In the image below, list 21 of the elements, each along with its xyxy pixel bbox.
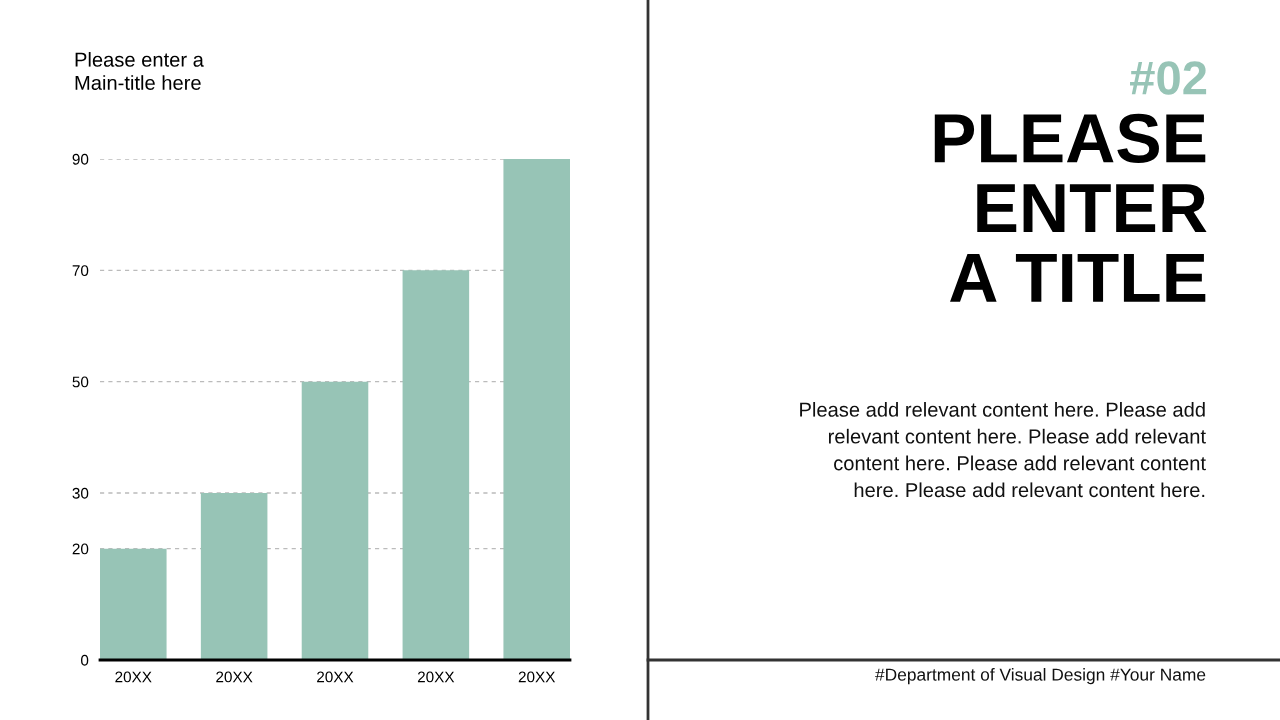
y-tick-label: 50 [72, 376, 89, 388]
x-tick-label: 20XX [115, 671, 152, 683]
bar [503, 159, 570, 660]
bar [200, 493, 268, 660]
y-tick-label: 20 [72, 543, 89, 555]
text: #Department of Visual Design #Your Name [875, 668, 1206, 685]
text: PLEASE ENTER A TITLE [934, 113, 1207, 302]
text: Please add relevant content here. Please add relevant content here. Please add relevant content here. Please add relevant content here. Please add relevant content here. [800, 402, 1206, 498]
y-tick-label: 70 [72, 265, 89, 277]
x-tick-label: 20XX [216, 671, 253, 683]
bar [100, 548, 167, 660]
x-tick-label: 20XX [518, 671, 556, 683]
y-tick-label: 90 [72, 153, 89, 165]
chart-title: Please enter a Main-title here [75, 52, 204, 90]
x-tick-label: 20XX [417, 671, 455, 683]
y-tick-label: 0 [80, 654, 89, 666]
text: #02 [1130, 61, 1207, 95]
x-tick-label: 20XX [317, 671, 354, 683]
bar [301, 381, 369, 660]
bar [402, 270, 470, 660]
y-tick-label: 30 [72, 487, 89, 499]
